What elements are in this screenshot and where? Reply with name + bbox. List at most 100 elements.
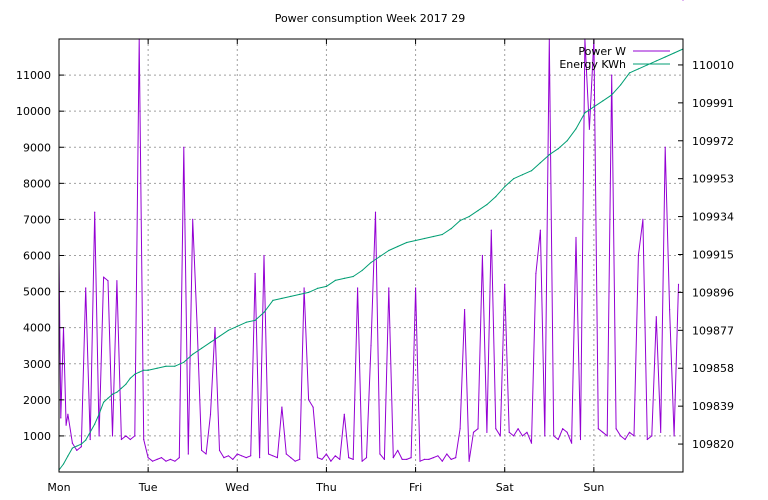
y-left-tick-label: 6000 — [23, 250, 51, 263]
y-right-tick-label: 110010 — [692, 59, 734, 72]
data-point-energy — [602, 100, 604, 102]
data-point-energy — [263, 311, 265, 313]
data-point-power — [526, 431, 528, 433]
data-point-power — [120, 438, 122, 441]
data-point-power — [348, 457, 350, 459]
data-point-energy — [432, 235, 434, 238]
data-point-power — [245, 457, 247, 459]
data-point-power — [651, 435, 653, 437]
data-point-energy — [370, 261, 372, 264]
data-point-energy — [593, 106, 595, 108]
y-right-tick-label: 109915 — [692, 249, 734, 262]
data-point-energy — [557, 148, 559, 150]
data-point-energy — [575, 128, 577, 130]
data-point-energy — [218, 335, 221, 337]
data-point-power — [183, 146, 185, 148]
data-point-power — [205, 453, 207, 455]
data-point-power — [620, 435, 622, 437]
data-point-power — [107, 280, 109, 282]
data-point-energy — [299, 293, 301, 295]
data-point-power — [281, 406, 283, 408]
data-point-power — [285, 453, 287, 455]
data-point-power — [472, 431, 475, 433]
data-point-energy — [227, 329, 229, 331]
data-point-energy — [477, 210, 479, 212]
data-point-energy — [664, 56, 666, 58]
data-point-power — [655, 316, 657, 318]
data-point-energy — [71, 447, 73, 449]
data-point-power — [276, 457, 278, 459]
data-point-power — [156, 458, 158, 460]
data-point-power — [223, 457, 225, 459]
data-point-power — [321, 458, 323, 460]
data-point-power — [241, 455, 243, 457]
x-tick-label-fri: Fri — [409, 481, 422, 494]
data-point-energy — [147, 369, 149, 371]
data-point-power — [330, 460, 332, 462]
data-point-power — [250, 455, 252, 457]
data-point-power — [579, 438, 582, 441]
data-point-energy — [441, 233, 443, 236]
data-point-energy — [646, 64, 648, 66]
data-point-energy — [111, 393, 114, 395]
data-point-power — [303, 287, 305, 289]
data-point-energy — [673, 52, 675, 54]
data-point-energy — [209, 341, 212, 343]
data-point-power — [263, 254, 265, 257]
data-point-power — [374, 211, 377, 213]
data-point-power — [174, 460, 176, 462]
data-point-energy — [352, 275, 354, 278]
data-point-energy — [129, 377, 131, 379]
data-point-power — [660, 431, 662, 433]
data-point-power — [147, 457, 149, 459]
data-point-power — [530, 442, 533, 444]
data-point-energy — [539, 162, 542, 164]
data-point-power — [227, 455, 229, 457]
data-point-power — [615, 428, 617, 430]
x-tick-label-sun: Sun — [583, 481, 604, 494]
data-point-energy — [103, 401, 105, 403]
data-point-power — [392, 457, 394, 459]
data-point-energy — [655, 60, 657, 62]
data-point-power — [232, 458, 234, 460]
x-tick-label-wed: Wed — [225, 481, 249, 494]
y-left-tick-label: 2000 — [23, 394, 51, 407]
data-point-power — [365, 457, 368, 459]
data-point-power — [294, 460, 296, 462]
data-point-power — [432, 457, 434, 459]
y-right-tick-label: 109820 — [692, 438, 734, 451]
data-point-energy — [361, 269, 363, 272]
data-point-power — [437, 455, 439, 457]
data-point-power — [60, 417, 62, 419]
data-point-power — [299, 458, 301, 460]
data-point-power — [160, 457, 163, 459]
data-point-power — [178, 457, 180, 459]
data-point-power — [89, 438, 91, 441]
y-left-tick-label: 8000 — [23, 177, 51, 190]
y-left-tick-label: 1000 — [23, 430, 51, 443]
data-point-energy — [316, 287, 319, 289]
data-point-power — [214, 327, 216, 329]
data-point-energy — [138, 371, 140, 373]
data-point-power — [646, 438, 648, 441]
data-point-power — [334, 455, 336, 457]
data-point-power — [308, 399, 310, 401]
chart-title: Power consumption Week 2017 29 — [275, 12, 466, 25]
data-point-power — [80, 446, 82, 448]
data-point-energy — [62, 463, 65, 465]
data-point-power — [383, 458, 385, 460]
data-point-energy — [423, 237, 426, 240]
data-point-power — [468, 460, 470, 462]
data-point-power — [415, 287, 417, 289]
data-point-energy — [308, 291, 310, 293]
data-point-energy — [89, 431, 91, 433]
data-point-power — [611, 74, 613, 76]
y-right-tick-label: 109953 — [692, 173, 734, 186]
data-point-energy — [80, 443, 82, 445]
x-tick-label-tue: Tue — [138, 481, 158, 494]
series-line-energy — [58, 48, 684, 471]
data-point-power — [459, 428, 461, 430]
data-point-energy — [379, 255, 381, 258]
data-point-power — [125, 435, 127, 437]
